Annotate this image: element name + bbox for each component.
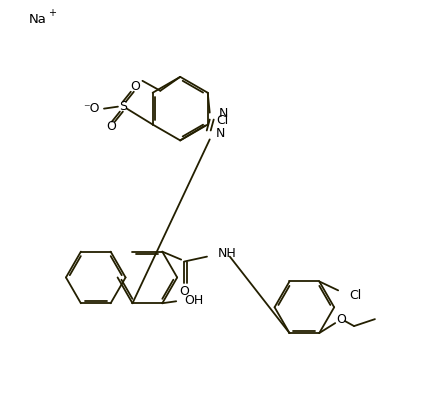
Text: O: O xyxy=(106,120,116,133)
Text: N: N xyxy=(219,107,228,120)
Text: O: O xyxy=(336,313,346,326)
Text: +: + xyxy=(48,8,56,18)
Text: Na: Na xyxy=(29,13,47,26)
Text: O: O xyxy=(130,80,140,93)
Text: S: S xyxy=(119,100,127,113)
Text: ⁻O: ⁻O xyxy=(83,102,99,115)
Text: N: N xyxy=(216,127,225,140)
Text: O: O xyxy=(179,285,189,298)
Text: Cl: Cl xyxy=(349,289,361,302)
Text: Cl: Cl xyxy=(216,114,228,127)
Text: NH: NH xyxy=(218,247,237,260)
Text: OH: OH xyxy=(184,294,203,307)
